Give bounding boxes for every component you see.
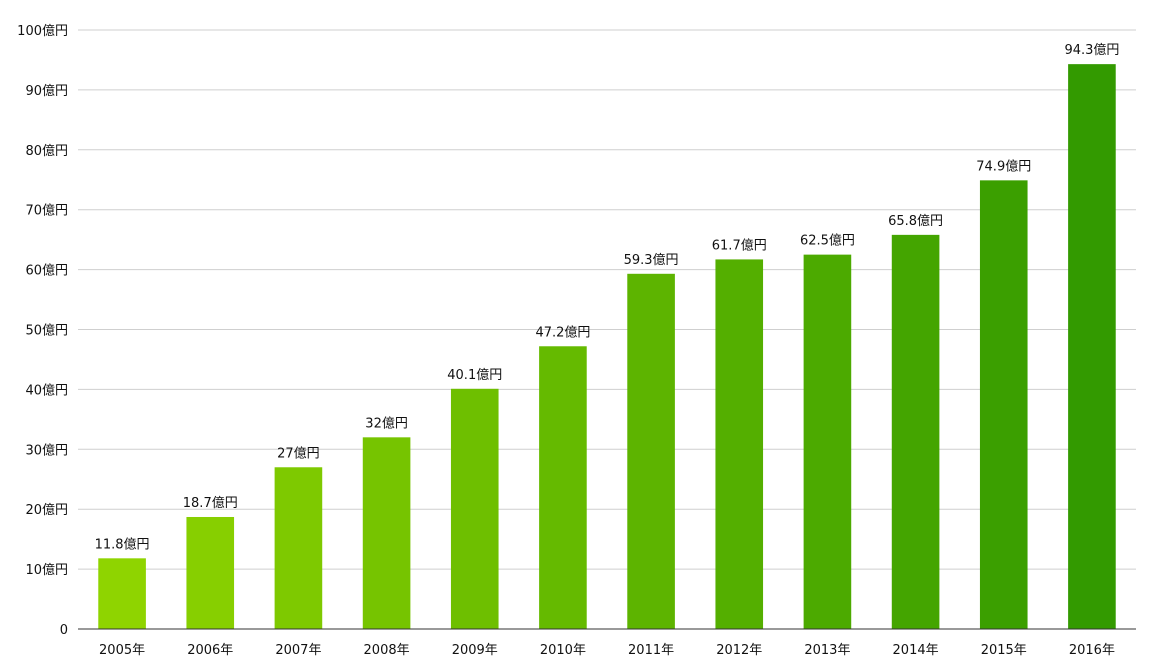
data-labels: 11.8億円 18.7億円 27億円 32億円 40.1億円 47.2億円 59.3億円 61… (95, 42, 1120, 552)
bar (891, 234, 940, 629)
bar (979, 180, 1028, 629)
x-tick-label: 2013年 (804, 643, 850, 658)
data-label: 74.9億円 (976, 158, 1031, 174)
x-tick-label: 2009年 (452, 643, 498, 658)
data-label: 18.7億円 (183, 495, 238, 511)
bar (274, 467, 323, 629)
data-label: 27億円 (277, 445, 320, 461)
y-tick-label: 50億円 (25, 323, 68, 339)
data-label: 59.3億円 (624, 252, 679, 268)
x-tick-label: 2010年 (540, 643, 586, 658)
data-label: 61.7億円 (712, 237, 767, 253)
bar (539, 346, 587, 629)
x-tick-label: 2011年 (628, 643, 674, 658)
x-tick-label: 2014年 (893, 643, 939, 658)
bar (186, 516, 235, 629)
x-tick-label: 2006年 (187, 643, 233, 658)
x-axis: 2005年 2006年 2007年 2008年 2009年 2010年 2011年 2012年… (78, 628, 1136, 658)
x-tick-label: 2015年 (981, 643, 1027, 658)
data-label: 65.8億円 (888, 213, 943, 229)
bar (98, 558, 146, 629)
bar (715, 259, 764, 629)
y-tick-label: 80億円 (25, 143, 68, 159)
y-axis: 0 10億円 20億円 30億円 40億円 50億円 60億円 70億円 80億円 90億円 100… (17, 23, 68, 638)
x-tick-label: 2012年 (716, 643, 762, 658)
y-tick-label: 70億円 (25, 203, 68, 219)
bar (362, 437, 411, 629)
y-tick-label: 30億円 (25, 442, 68, 458)
y-tick-label: 20億円 (25, 502, 68, 518)
x-tick-label: 2016年 (1069, 643, 1115, 658)
data-label: 47.2億円 (535, 324, 590, 340)
bar (450, 388, 499, 629)
x-tick-label: 2007年 (275, 643, 321, 658)
bar (803, 254, 852, 629)
x-tick-label: 2008年 (364, 643, 410, 658)
data-label: 32億円 (365, 415, 408, 431)
bar (627, 273, 675, 629)
bar (1068, 64, 1116, 629)
gridlines (78, 29, 1136, 570)
x-tick-label: 2005年 (99, 643, 145, 658)
y-tick-label: 0 (60, 623, 68, 638)
data-label: 62.5億円 (800, 233, 855, 249)
y-tick-label: 90億円 (25, 83, 68, 99)
data-label: 40.1億円 (447, 367, 502, 383)
y-tick-label: 100億円 (17, 23, 68, 39)
y-tick-label: 10億円 (25, 562, 68, 578)
y-tick-label: 40億円 (25, 382, 68, 398)
data-label: 11.8億円 (95, 536, 150, 552)
y-tick-label: 60億円 (25, 263, 68, 279)
data-label: 94.3億円 (1064, 42, 1119, 58)
bars (98, 64, 1116, 629)
